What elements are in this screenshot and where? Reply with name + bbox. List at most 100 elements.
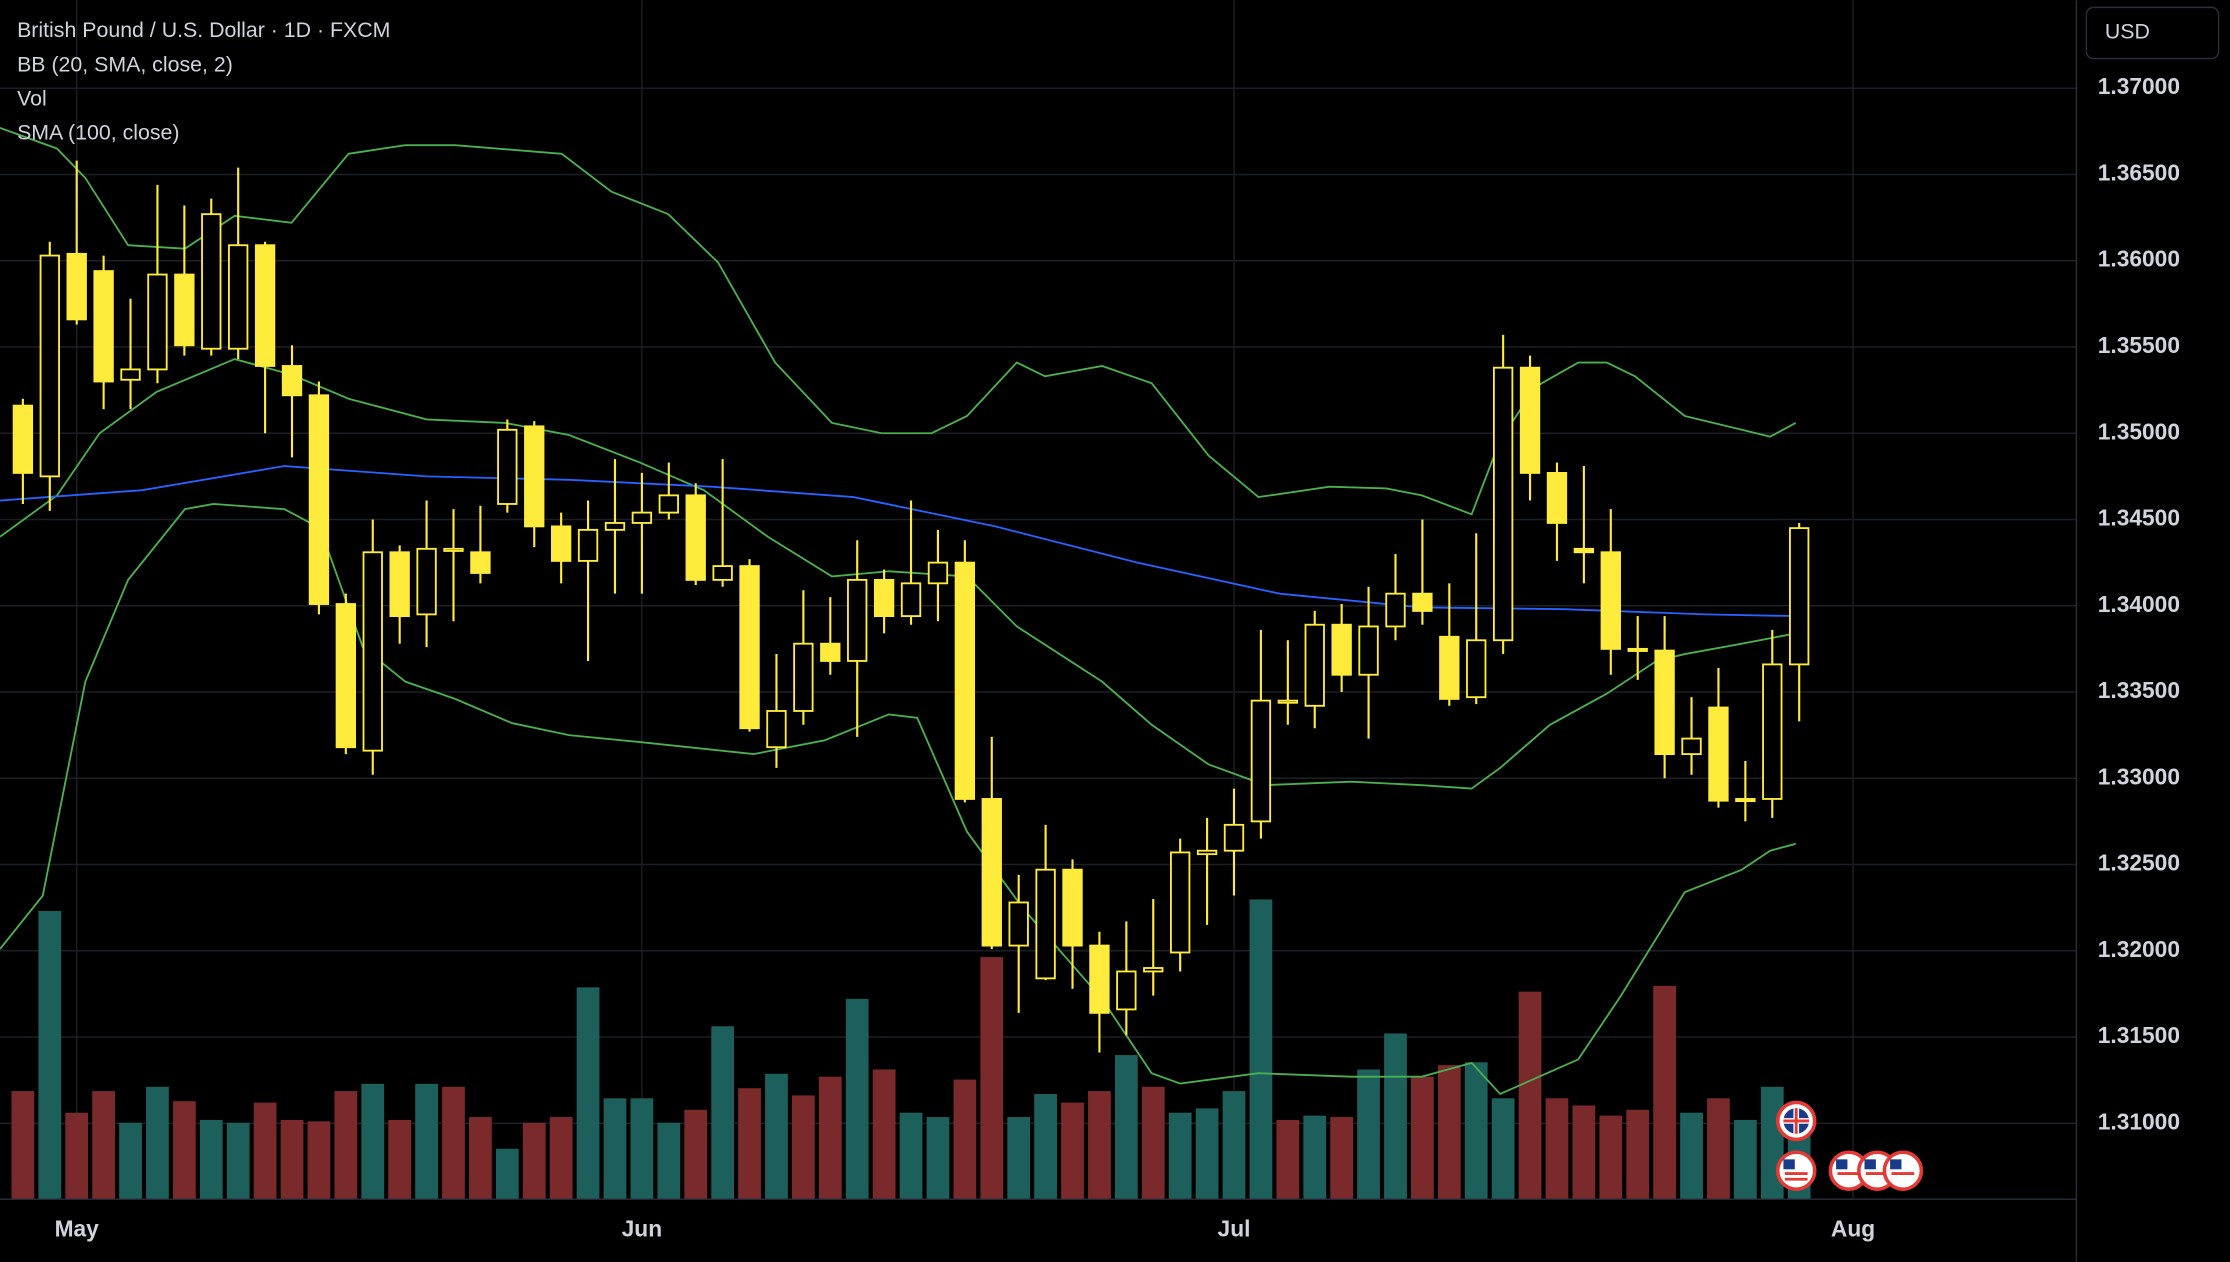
y-tick-label: 1.35000 xyxy=(2098,418,2180,444)
x-tick-label: May xyxy=(55,1215,100,1241)
candle-body xyxy=(847,578,868,662)
volume-bar xyxy=(899,1112,923,1200)
x-tick-label: Aug xyxy=(1831,1215,1875,1241)
candle-body xyxy=(1789,527,1810,666)
volume-bar xyxy=(684,1109,708,1200)
volume-bar xyxy=(1626,1109,1650,1200)
candle-body xyxy=(497,428,518,505)
candle-body xyxy=(1762,663,1783,800)
volume-bar xyxy=(65,1112,89,1200)
volume-bar xyxy=(172,1101,196,1200)
volume-bar xyxy=(1168,1112,1192,1200)
volume-bar xyxy=(576,987,600,1200)
volume-bar xyxy=(442,1086,465,1200)
candle-body xyxy=(1708,706,1729,802)
y-tick-label: 1.36500 xyxy=(2098,160,2180,186)
volume-bar xyxy=(1411,1076,1434,1200)
candle-body xyxy=(1439,635,1460,700)
candle-body xyxy=(685,494,706,581)
volume-bar xyxy=(1034,1093,1057,1200)
candle-body xyxy=(604,522,626,531)
candle-body xyxy=(443,547,464,552)
candle-body xyxy=(1089,944,1110,1014)
volume-bar xyxy=(845,998,869,1200)
volume-bar xyxy=(1303,1115,1327,1200)
volume-bar xyxy=(711,1026,735,1200)
volume-bar xyxy=(1007,1117,1031,1200)
candle-body xyxy=(1223,823,1245,852)
volume-bar xyxy=(1330,1117,1354,1200)
candle-body xyxy=(766,710,787,749)
currency-label[interactable]: USD xyxy=(2105,20,2150,44)
volume-bar xyxy=(1653,985,1676,1200)
uk-event-icon[interactable] xyxy=(1775,1100,1817,1142)
volume-bar xyxy=(307,1121,331,1200)
volume-bar xyxy=(1195,1108,1219,1200)
candle-body xyxy=(201,213,222,350)
volume-bar xyxy=(926,1117,950,1200)
axes: 1.31000 1.31500 1.32000 1.32500 1.33000 1.335… xyxy=(55,73,2180,1241)
legend-entry[interactable]: BB (20, SMA, close, 2) xyxy=(17,52,233,76)
candle-body xyxy=(954,561,976,800)
candle-body xyxy=(66,252,87,321)
volume-bar xyxy=(1491,1098,1515,1200)
candle-body xyxy=(631,511,653,524)
legend-entry[interactable]: Vol xyxy=(17,86,47,110)
candle-body xyxy=(550,525,572,562)
volume-bar xyxy=(1733,1119,1757,1200)
candle-body xyxy=(308,394,330,605)
candle-body xyxy=(1600,551,1621,650)
volume-bar xyxy=(1545,1098,1569,1200)
volume-bar xyxy=(334,1091,358,1200)
volume-bar xyxy=(38,910,62,1200)
volume-bar xyxy=(1114,1055,1138,1200)
candle-body xyxy=(1654,649,1675,756)
candle-body xyxy=(1627,647,1648,652)
volume-bar xyxy=(1222,1091,1246,1200)
us-event-icon[interactable] xyxy=(1775,1150,1817,1191)
volume-bar xyxy=(1384,1033,1407,1200)
candle-body xyxy=(981,798,1002,947)
volume-bar xyxy=(1276,1119,1300,1200)
candle-body xyxy=(1196,849,1218,856)
y-tick-label: 1.33500 xyxy=(2098,677,2180,703)
volume-bar xyxy=(226,1122,250,1200)
currency-button[interactable] xyxy=(2085,6,2220,60)
candle-body xyxy=(1492,366,1514,642)
volume-bar xyxy=(1707,1098,1730,1200)
x-tick-label: Jun xyxy=(622,1215,662,1241)
volume-bar xyxy=(1464,1062,1488,1200)
volume-bar xyxy=(469,1117,492,1200)
candle-body xyxy=(281,365,303,397)
candle-body xyxy=(873,578,895,618)
candle-body xyxy=(1358,625,1379,676)
us-event-icon[interactable] xyxy=(1882,1150,1924,1191)
volume-bar xyxy=(92,1091,115,1200)
candle-body xyxy=(1008,901,1029,947)
volume-bar xyxy=(872,1069,896,1200)
candle-body xyxy=(1331,623,1352,676)
volume-bar xyxy=(199,1119,223,1200)
candle-body xyxy=(254,244,276,367)
y-tick-label: 1.37000 xyxy=(2098,73,2180,99)
volume-bar xyxy=(1088,1091,1111,1200)
volume-layer xyxy=(11,899,1811,1200)
volume-bar xyxy=(1141,1086,1165,1200)
candle-body xyxy=(577,528,599,562)
candle-body xyxy=(120,368,141,381)
legend-entry[interactable]: SMA (100, close) xyxy=(17,121,179,145)
indicator-line xyxy=(0,127,1797,516)
candle-body xyxy=(1170,851,1191,954)
volume-bar xyxy=(980,957,1004,1200)
candle-layer xyxy=(12,160,1810,1053)
candle-body xyxy=(470,551,491,574)
candle-body xyxy=(658,494,679,514)
volume-bar xyxy=(522,1122,546,1200)
candle-body xyxy=(39,254,60,478)
candle-body xyxy=(12,404,34,474)
candle-body xyxy=(1143,967,1164,973)
volume-bar xyxy=(738,1088,761,1200)
volume-bar xyxy=(1572,1105,1596,1200)
candle-body xyxy=(1735,798,1756,803)
candle-body xyxy=(416,547,437,616)
